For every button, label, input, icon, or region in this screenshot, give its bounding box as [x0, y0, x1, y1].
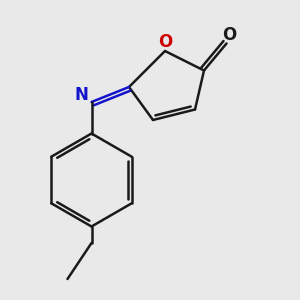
Text: N: N: [75, 86, 89, 104]
Text: O: O: [222, 26, 237, 44]
Text: O: O: [158, 33, 172, 51]
